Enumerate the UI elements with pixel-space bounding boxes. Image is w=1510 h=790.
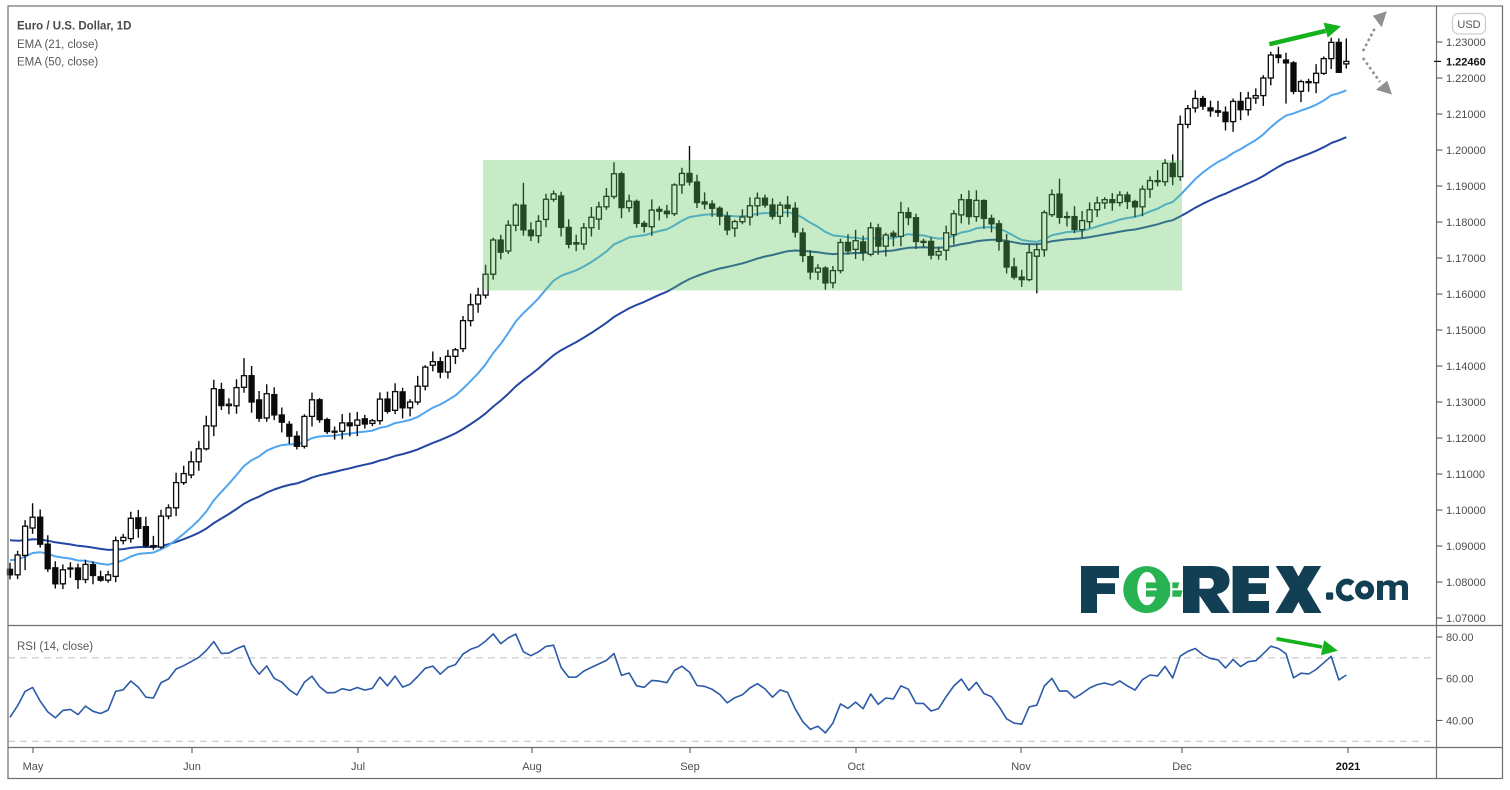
svg-text:1.10000: 1.10000 <box>1446 505 1486 517</box>
svg-text:EMA (21, close): EMA (21, close) <box>17 39 98 51</box>
svg-text:Jun: Jun <box>183 761 201 773</box>
svg-text:Sep: Sep <box>680 761 700 773</box>
svg-text:1.14000: 1.14000 <box>1446 361 1486 373</box>
svg-text:1.23000: 1.23000 <box>1446 37 1486 49</box>
svg-text:1.19000: 1.19000 <box>1446 181 1486 193</box>
svg-text:1.07000: 1.07000 <box>1446 613 1486 625</box>
svg-text:1.20000: 1.20000 <box>1446 145 1486 157</box>
svg-text:1.16000: 1.16000 <box>1446 289 1486 301</box>
svg-text:Oct: Oct <box>847 761 864 773</box>
svg-text:60.00: 60.00 <box>1446 674 1474 686</box>
svg-text:1.09000: 1.09000 <box>1446 541 1486 553</box>
svg-text:1.17000: 1.17000 <box>1446 253 1486 265</box>
svg-text:80.00: 80.00 <box>1446 632 1474 644</box>
svg-text:May: May <box>23 761 44 773</box>
svg-text:1.13000: 1.13000 <box>1446 397 1486 409</box>
svg-text:1.21000: 1.21000 <box>1446 109 1486 121</box>
svg-text:RSI (14, close): RSI (14, close) <box>17 641 93 653</box>
svg-text:Nov: Nov <box>1011 761 1031 773</box>
svg-text:1.18000: 1.18000 <box>1446 217 1486 229</box>
svg-text:1.22000: 1.22000 <box>1446 73 1486 85</box>
svg-text:40.00: 40.00 <box>1446 715 1474 727</box>
svg-text:1.15000: 1.15000 <box>1446 325 1486 337</box>
svg-text:1.12000: 1.12000 <box>1446 433 1486 445</box>
svg-text:Dec: Dec <box>1172 761 1192 773</box>
svg-text:Euro / U.S. Dollar, 1D: Euro / U.S. Dollar, 1D <box>17 21 131 33</box>
svg-text:EMA (50, close): EMA (50, close) <box>17 57 98 69</box>
svg-text:Jul: Jul <box>351 761 365 773</box>
svg-text:1.22460: 1.22460 <box>1446 56 1486 68</box>
svg-text:1.11000: 1.11000 <box>1446 469 1485 481</box>
svg-text:Aug: Aug <box>522 761 542 773</box>
svg-text:1.08000: 1.08000 <box>1446 577 1486 589</box>
svg-text:USD: USD <box>1457 19 1480 31</box>
svg-text:2021: 2021 <box>1336 761 1360 773</box>
